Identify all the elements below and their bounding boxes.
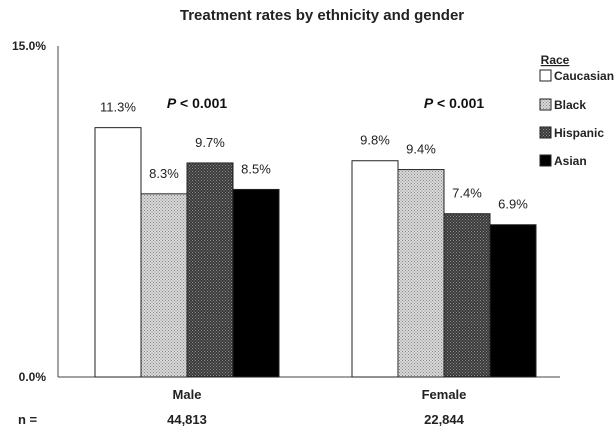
y-tick-label: 0.0% — [19, 370, 47, 384]
data-label: 9.4% — [406, 142, 436, 157]
bars — [94, 127, 537, 378]
data-label: 8.3% — [149, 166, 179, 181]
bar-male-asian — [232, 188, 280, 378]
y-ticks: 0.0% 15.0% — [12, 39, 46, 384]
category-label: Female — [422, 387, 467, 402]
data-labels: 11.3% 8.3% 9.7% 8.5% 9.8% 9.4% 7.4% 6.9% — [100, 100, 528, 212]
bar-female-black — [397, 169, 445, 378]
n-value: 44,813 — [167, 412, 207, 427]
data-label: 8.5% — [241, 161, 271, 176]
bar-female-hispanic — [443, 213, 491, 378]
n-value: 22,844 — [424, 412, 465, 427]
data-label: 6.9% — [498, 197, 528, 212]
bar-female-caucasian — [351, 160, 399, 378]
legend-swatch-caucasian — [539, 69, 552, 82]
legend-entry: Hispanic — [554, 126, 604, 140]
legend-swatch-hispanic — [539, 126, 552, 139]
p-value-annotation: P < 0.001 — [424, 95, 485, 111]
data-label: 7.4% — [452, 186, 482, 201]
data-label: 9.7% — [195, 135, 225, 150]
legend-swatch-asian — [539, 154, 552, 167]
legend-entry: Black — [554, 98, 586, 112]
data-label: 11.3% — [100, 100, 136, 115]
chart-title: Treatment rates by ethnicity and gender — [180, 7, 464, 24]
legend-entry: Asian — [554, 154, 587, 168]
n-label: n = — [18, 412, 38, 427]
data-label: 9.8% — [360, 133, 390, 148]
p-value-annotation: P < 0.001 — [167, 95, 228, 111]
legend-swatch-black — [539, 98, 552, 111]
legend-title: Race — [541, 53, 570, 67]
legend: Race Caucasian Black Hispanic Asian — [539, 53, 614, 168]
annotations: P < 0.001 P < 0.001 — [167, 95, 485, 111]
category-label: Male — [173, 387, 202, 402]
y-tick-label: 15.0% — [12, 39, 46, 53]
legend-entry: Caucasian — [554, 69, 614, 83]
bar-male-hispanic — [186, 162, 234, 378]
bar-male-caucasian — [94, 127, 142, 378]
bar-female-asian — [489, 224, 537, 378]
bar-male-black — [140, 193, 188, 378]
category-labels: Male 44,813 Female 22,844 n = — [18, 387, 466, 427]
